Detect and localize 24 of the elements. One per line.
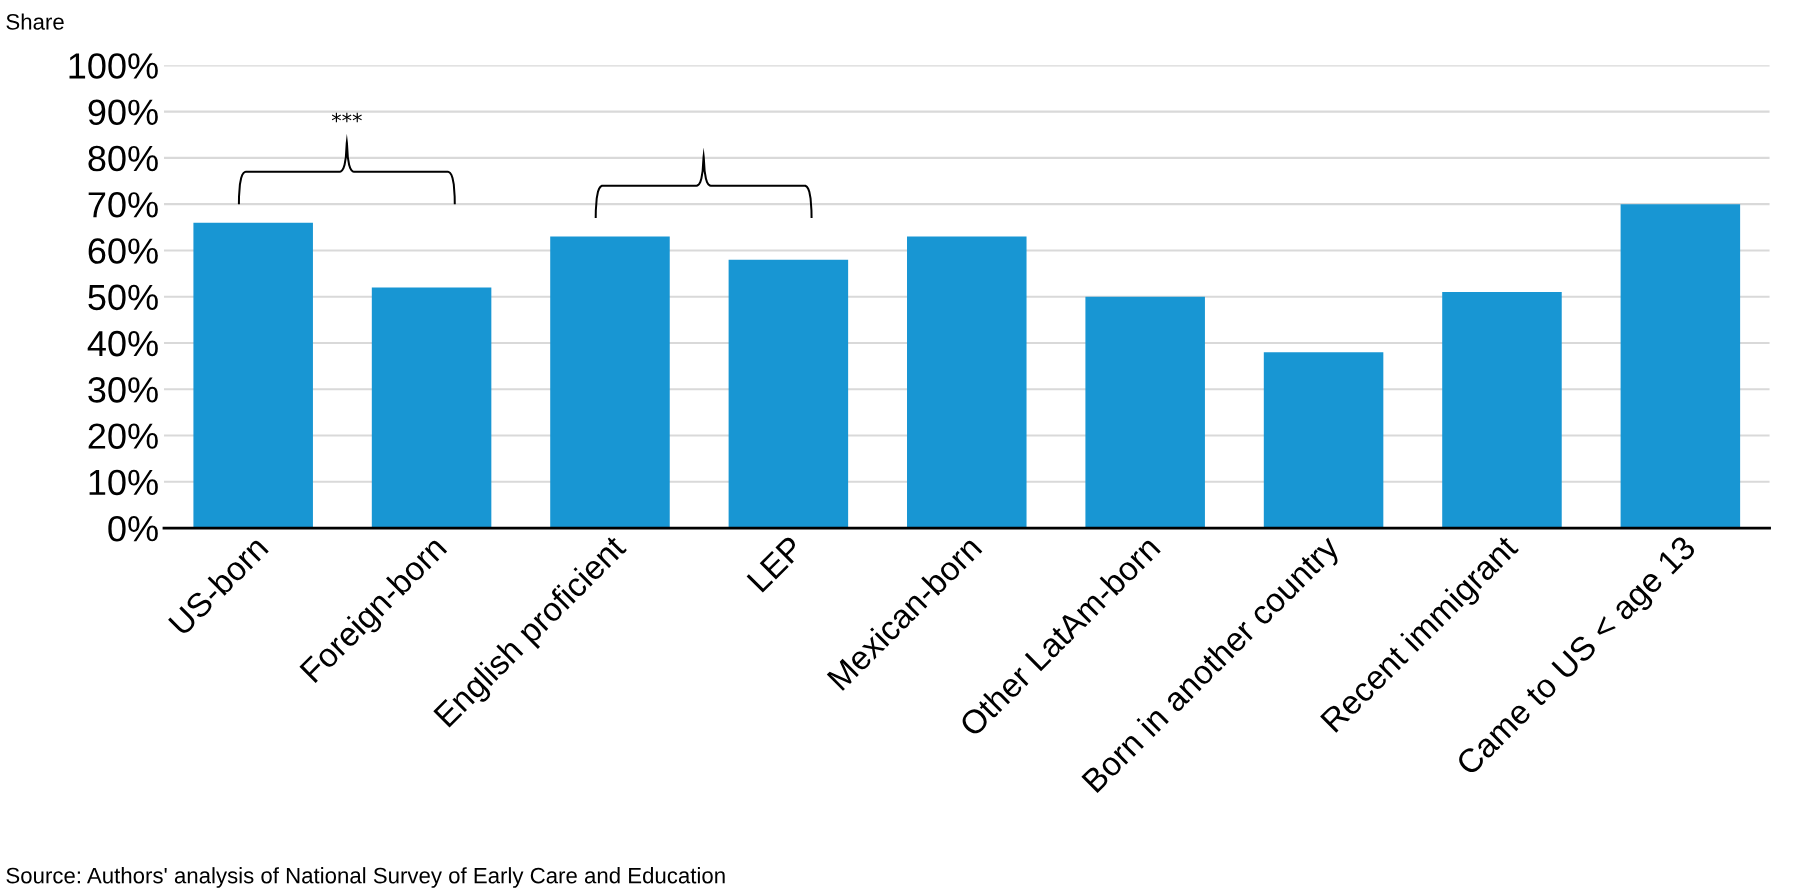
annotation: *** [331, 112, 362, 123]
bar [1442, 292, 1562, 529]
bar [550, 236, 670, 529]
bar [1263, 352, 1384, 529]
x-tick-label: LEP [746, 535, 805, 593]
bar [1085, 296, 1205, 529]
bar [1620, 204, 1741, 529]
bar [728, 259, 849, 529]
y-tick-label: 30% [88, 377, 158, 403]
y-tick-label: 20% [88, 423, 158, 449]
bar [371, 287, 492, 529]
y-axis-title: Share [6, 13, 64, 30]
y-tick-label: 60% [88, 238, 158, 264]
bar [907, 236, 1027, 529]
y-tick-label: 100% [69, 53, 158, 79]
bar [193, 222, 313, 529]
source-note: Source: Authors' analysis of National Survey of Early Care and Education [6, 867, 725, 888]
y-tick-label: 70% [88, 192, 158, 218]
y-tick-label: 50% [88, 284, 158, 311]
y-tick-label: 40% [87, 330, 158, 357]
y-tick-label: 80% [88, 145, 158, 172]
y-tick-label: 10% [89, 469, 158, 496]
y-tick-label: 0% [108, 515, 158, 542]
y-tick-label: 90% [88, 99, 158, 126]
